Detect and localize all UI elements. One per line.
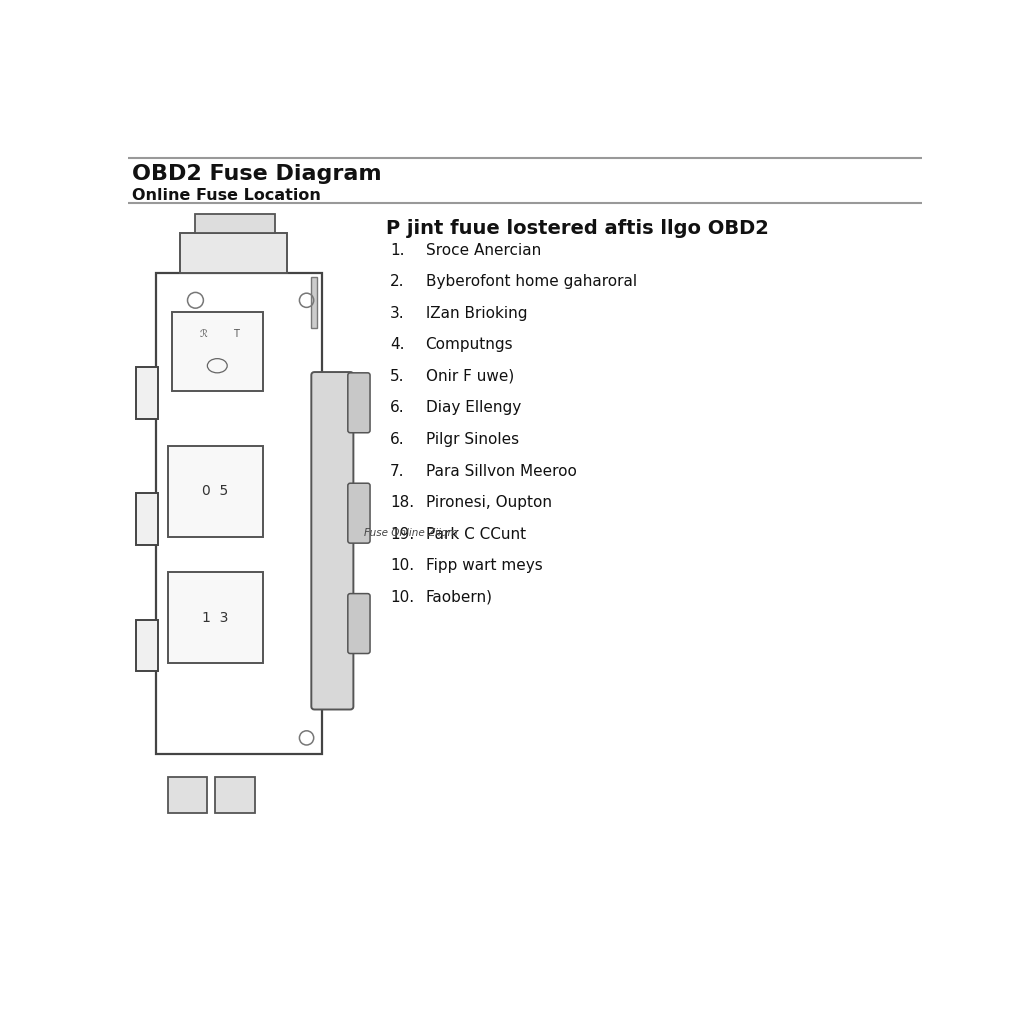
Text: P jint fuue lostered aftis llgo OBD2: P jint fuue lostered aftis llgo OBD2 [386,219,769,238]
FancyBboxPatch shape [348,373,370,433]
Bar [310,276,316,328]
Bar [172,312,263,391]
Text: 0  5: 0 5 [202,484,228,499]
Text: 3.: 3. [390,306,404,321]
Bar [136,620,158,671]
Text: 5.: 5. [390,369,404,384]
Bar [168,446,263,537]
Text: 10.: 10. [390,590,414,604]
FancyBboxPatch shape [311,372,353,710]
Bar [179,233,287,272]
Text: 10.: 10. [390,558,414,573]
Text: Online Fuse Location: Online Fuse Location [132,187,321,203]
Text: 4.: 4. [390,337,404,352]
Text: Para Sillvon Meeroo: Para Sillvon Meeroo [426,464,577,478]
Text: Onir F uwe): Onir F uwe) [426,369,514,384]
Text: 1  3: 1 3 [202,610,228,625]
Text: T: T [232,329,239,339]
Text: 18.: 18. [390,495,414,510]
Text: 7.: 7. [390,464,404,478]
Text: 6.: 6. [390,432,404,446]
Text: Sroce Anercian: Sroce Anercian [426,243,541,258]
Bar [136,494,158,545]
Text: 1.: 1. [390,243,404,258]
Bar [156,272,323,754]
Bar [168,777,207,813]
Text: Computngs: Computngs [426,337,513,352]
Bar [136,368,158,419]
Text: Faobern): Faobern) [426,590,493,604]
Text: 6.: 6. [390,400,404,416]
Text: Diay Ellengy: Diay Ellengy [426,400,521,416]
Bar [196,214,274,233]
FancyBboxPatch shape [348,483,370,543]
Bar [168,572,263,663]
Text: Pironesi, Oupton: Pironesi, Oupton [426,495,552,510]
Text: Pilgr Sinoles: Pilgr Sinoles [426,432,519,446]
Text: OBD2 Fuse Diagram: OBD2 Fuse Diagram [132,164,382,184]
Text: Fipp wart meys: Fipp wart meys [426,558,543,573]
Text: lZan Brioking: lZan Brioking [426,306,527,321]
Text: 19.: 19. [390,526,414,542]
Text: Fuse Online Ziiqm: Fuse Online Ziiqm [365,528,458,538]
Bar [215,777,255,813]
Text: 2.: 2. [390,274,404,289]
Text: Park C CCunt: Park C CCunt [426,526,525,542]
Text: Byberofont home gaharoral: Byberofont home gaharoral [426,274,637,289]
Text: ℛ: ℛ [200,329,208,339]
FancyBboxPatch shape [348,594,370,653]
